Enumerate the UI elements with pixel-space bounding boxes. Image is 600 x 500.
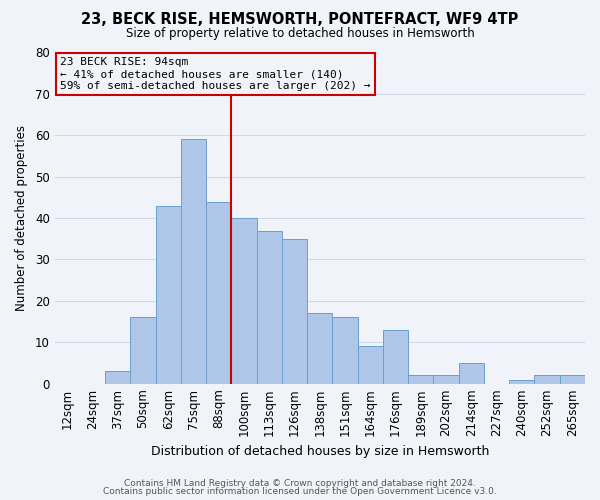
Bar: [383, 330, 408, 384]
Bar: [332, 318, 358, 384]
Y-axis label: Number of detached properties: Number of detached properties: [15, 125, 28, 311]
Text: 23 BECK RISE: 94sqm
← 41% of detached houses are smaller (140)
59% of semi-detac: 23 BECK RISE: 94sqm ← 41% of detached ho…: [60, 58, 370, 90]
Bar: [307, 314, 332, 384]
Bar: [408, 376, 433, 384]
Bar: [130, 318, 155, 384]
Text: 23, BECK RISE, HEMSWORTH, PONTEFRACT, WF9 4TP: 23, BECK RISE, HEMSWORTH, PONTEFRACT, WF…: [82, 12, 518, 28]
Bar: [535, 376, 560, 384]
Bar: [282, 239, 307, 384]
Text: Contains public sector information licensed under the Open Government Licence v3: Contains public sector information licen…: [103, 487, 497, 496]
Bar: [232, 218, 257, 384]
Bar: [509, 380, 535, 384]
X-axis label: Distribution of detached houses by size in Hemsworth: Distribution of detached houses by size …: [151, 444, 489, 458]
Bar: [206, 202, 232, 384]
Text: Contains HM Land Registry data © Crown copyright and database right 2024.: Contains HM Land Registry data © Crown c…: [124, 478, 476, 488]
Bar: [155, 206, 181, 384]
Bar: [459, 363, 484, 384]
Bar: [358, 346, 383, 384]
Text: Size of property relative to detached houses in Hemsworth: Size of property relative to detached ho…: [125, 28, 475, 40]
Bar: [433, 376, 459, 384]
Bar: [105, 372, 130, 384]
Bar: [560, 376, 585, 384]
Bar: [257, 230, 282, 384]
Bar: [181, 140, 206, 384]
